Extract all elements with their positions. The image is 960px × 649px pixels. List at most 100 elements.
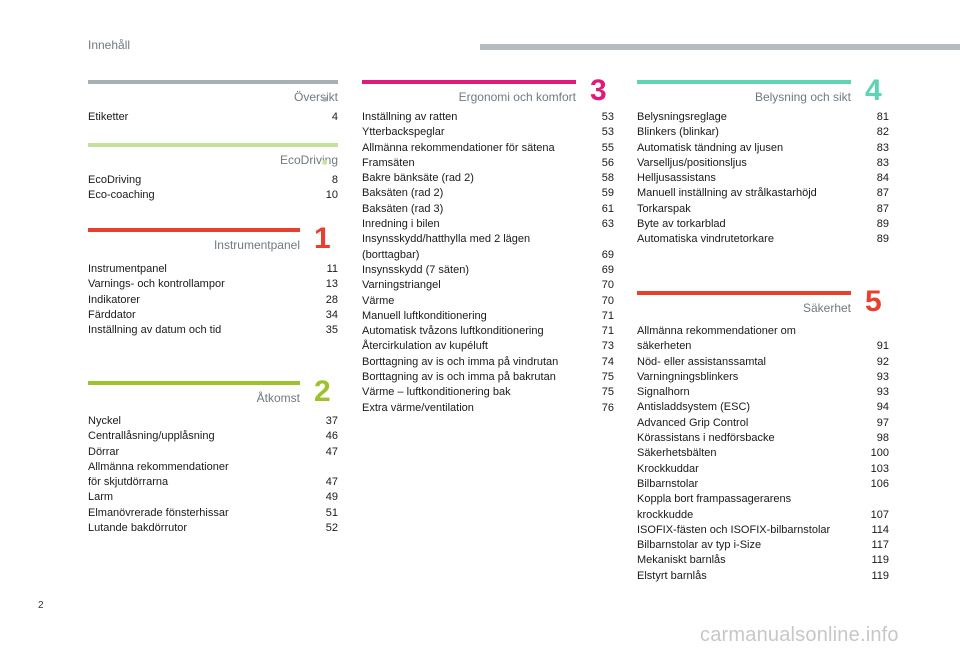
toc-entry[interactable]: ISOFIX-fästen och ISOFIX-bilbarnstolar 11… <box>637 523 889 538</box>
toc-entry[interactable]: Allmänna rekommendationer för sätena 55 <box>362 141 614 156</box>
section-ergonomi: Ergonomi och komfort 3 Inställning av ra… <box>362 76 614 416</box>
toc-entry-page: 87 <box>876 202 889 215</box>
toc-entry[interactable]: Eco-coaching 10 <box>88 188 338 203</box>
toc-entry[interactable]: Varnings- och kontrollampor 13 <box>88 277 338 292</box>
watermark: carmanualsonline.info <box>700 624 899 646</box>
toc-entry[interactable]: Varselljus/positionsljus 83 <box>637 156 889 171</box>
toc-entry-title: Värme <box>362 294 395 307</box>
toc-entry[interactable]: Återcirkulation av kupéluft 73 <box>362 339 614 354</box>
toc-entry-title: Framsäten <box>362 156 415 169</box>
toc-entry-title: Centrallåsning/upplåsning <box>88 430 215 443</box>
toc-entry-page: 37 <box>325 415 338 427</box>
toc-entry[interactable]: Belysningsreglage 81 <box>637 110 889 125</box>
toc-entry[interactable]: Manuell luftkonditionering 71 <box>362 309 614 324</box>
toc-entry[interactable]: Varningningsblinkers 93 <box>637 370 889 385</box>
toc-entry[interactable]: Etiketter 4 <box>88 110 338 125</box>
toc-entry-page: 107 <box>870 508 889 521</box>
toc-entry-title: Automatisk tvåzons luftkonditionering <box>362 325 544 338</box>
toc-entry[interactable]: Färddator 34 <box>88 308 338 323</box>
toc-entry[interactable]: Blinkers (blinkar) 82 <box>637 125 889 140</box>
toc-entry[interactable]: Antisladdsystem (ESC) 94 <box>637 400 889 415</box>
toc-entry[interactable]: Elmanövrerade fönsterhissar 51 <box>88 506 338 521</box>
toc-entry[interactable]: Centrallåsning/upplåsning 46 <box>88 429 338 444</box>
toc-entry[interactable]: Inställning av datum och tid 35 <box>88 323 338 338</box>
toc-entry[interactable]: Advanced Grip Control 97 <box>637 416 889 431</box>
toc-entry-page: 75 <box>601 371 614 384</box>
header-title: Innehåll <box>88 38 131 52</box>
toc-entry-title: Säkerhetsbälten <box>637 447 717 460</box>
toc-entry-title: Extra värme/ventilation <box>362 401 474 414</box>
toc-entry[interactable]: Koppla bort frampassagerarens krockkudde… <box>637 492 889 523</box>
toc-entry-title: Inställning av ratten <box>362 111 458 123</box>
toc-entry-title: Borttagning av is och imma på bakrutan <box>362 371 556 384</box>
toc-entry[interactable]: Bakre bänksäte (rad 2) 58 <box>362 171 614 186</box>
toc-entry[interactable]: Torkarspak 87 <box>637 202 889 217</box>
section-bar <box>362 80 576 84</box>
section-instrumentpanel: Instrumentpanel 1 Instrumentpanel 11 Varni… <box>88 224 338 338</box>
toc-entry[interactable]: Automatiska vindrutetorkare 89 <box>637 232 889 247</box>
toc-entry-title: Belysningsreglage <box>637 111 727 123</box>
toc-entry-page: 70 <box>601 279 614 292</box>
toc-entry[interactable]: Körassistans i nedförsbacke 98 <box>637 431 889 446</box>
entry-list: Allmänna rekommendationer om säkerheten 9… <box>637 324 889 584</box>
section-bar <box>637 291 851 295</box>
toc-entry-page: 106 <box>870 477 889 490</box>
toc-entry-title: Automatiska vindrutetorkare <box>637 233 774 246</box>
toc-entry[interactable]: Extra värme/ventilation 76 <box>362 401 614 416</box>
toc-entry[interactable]: Larm 49 <box>88 490 338 505</box>
toc-entry-page: 75 <box>601 386 614 399</box>
toc-entry[interactable]: Insynsskydd (7 säten) 69 <box>362 263 614 278</box>
toc-entry[interactable]: Bilbarnstolar av typ i-Size 117 <box>637 538 889 553</box>
entry-list: Inställning av ratten 53 Ytterbackspeglar 5… <box>362 110 614 416</box>
toc-entry[interactable]: Instrumentpanel 11 <box>88 262 338 277</box>
toc-entry[interactable]: Framsäten 56 <box>362 156 614 171</box>
toc-entry[interactable]: Dörrar 47 <box>88 445 338 460</box>
entry-list: Etiketter 4 <box>88 110 338 125</box>
section-sakerhet: Säkerhet 5 Allmänna rekommendationer om … <box>637 287 889 584</box>
toc-entry-title: Baksäten (rad 3) <box>362 202 444 215</box>
section-atkomst: Åtkomst 2 Nyckel 37 Centrallåsning/upplåsn… <box>88 377 338 536</box>
toc-entry-title: Byte av torkarblad <box>637 218 726 231</box>
toc-entry[interactable]: Byte av torkarblad 89 <box>637 217 889 232</box>
toc-entry[interactable]: Säkerhetsbälten 100 <box>637 446 889 461</box>
toc-entry-page: 69 <box>601 248 614 261</box>
toc-entry[interactable]: Insynsskydd/hatthylla med 2 lägen (bortt… <box>362 232 614 263</box>
toc-entry-title: ISOFIX-fästen och ISOFIX-bilbarnstolar <box>637 523 831 536</box>
toc-entry-page: 46 <box>325 430 338 443</box>
toc-entry[interactable]: Indikatorer 28 <box>88 293 338 308</box>
toc-entry[interactable]: Inredning i bilen 63 <box>362 217 614 232</box>
toc-entry[interactable]: Helljusassistans 84 <box>637 171 889 186</box>
header-bar <box>480 44 960 50</box>
toc-entry[interactable]: Lutande bakdörrutor 52 <box>88 521 338 536</box>
toc-entry[interactable]: Automatisk tändning av ljusen 83 <box>637 141 889 156</box>
toc-entry[interactable]: Värme – luftkonditionering bak 75 <box>362 385 614 400</box>
toc-entry[interactable]: Baksäten (rad 3) 61 <box>362 202 614 217</box>
toc-entry[interactable]: Mekaniskt barnlås 119 <box>637 553 889 568</box>
toc-entry-title: Återcirkulation av kupéluft <box>362 340 488 353</box>
toc-entry[interactable]: Varningstriangel 70 <box>362 278 614 293</box>
toc-entry-title: Inställning av datum och tid <box>88 324 222 337</box>
toc-entry[interactable]: Ytterbackspeglar 53 <box>362 125 614 140</box>
toc-entry[interactable]: Automatisk tvåzons luftkonditionering 71 <box>362 324 614 339</box>
toc-entry-page: 82 <box>876 126 889 139</box>
section-bar <box>88 143 338 147</box>
toc-entry[interactable]: Borttagning av is och imma på bakrutan 75 <box>362 370 614 385</box>
toc-entry[interactable]: EcoDriving 8 <box>88 173 338 188</box>
toc-entry[interactable]: Allmänna rekommendationer för skjutdörra… <box>88 460 338 491</box>
toc-entry[interactable]: Krockkuddar 103 <box>637 462 889 477</box>
toc-entry-title: Instrumentpanel <box>88 263 167 275</box>
toc-entry[interactable]: Inställning av ratten 53 <box>362 110 614 125</box>
toc-entry-page: 100 <box>870 447 889 460</box>
toc-entry[interactable]: Manuell inställning av strålkastarhöjd 87 <box>637 186 889 201</box>
toc-entry[interactable]: Värme 70 <box>362 294 614 309</box>
toc-entry[interactable]: Baksäten (rad 2) 59 <box>362 186 614 201</box>
toc-entry[interactable]: Elstyrt barnlås 119 <box>637 569 889 584</box>
section-belysning: Belysning och sikt 4 Belysningsreglage 81… <box>637 76 889 248</box>
toc-entry[interactable]: Bilbarnstolar 106 <box>637 477 889 492</box>
toc-entry-title: Antisladdsystem (ESC) <box>637 401 751 414</box>
toc-entry[interactable]: Nöd- eller assistanssamtal 92 <box>637 355 889 370</box>
toc-entry[interactable]: Allmänna rekommendationer om säkerheten 9… <box>637 324 889 355</box>
toc-entry[interactable]: Signalhorn 93 <box>637 385 889 400</box>
toc-entry[interactable]: Borttagning av is och imma på vindrutan 7… <box>362 355 614 370</box>
toc-entry[interactable]: Nyckel 37 <box>88 414 338 429</box>
